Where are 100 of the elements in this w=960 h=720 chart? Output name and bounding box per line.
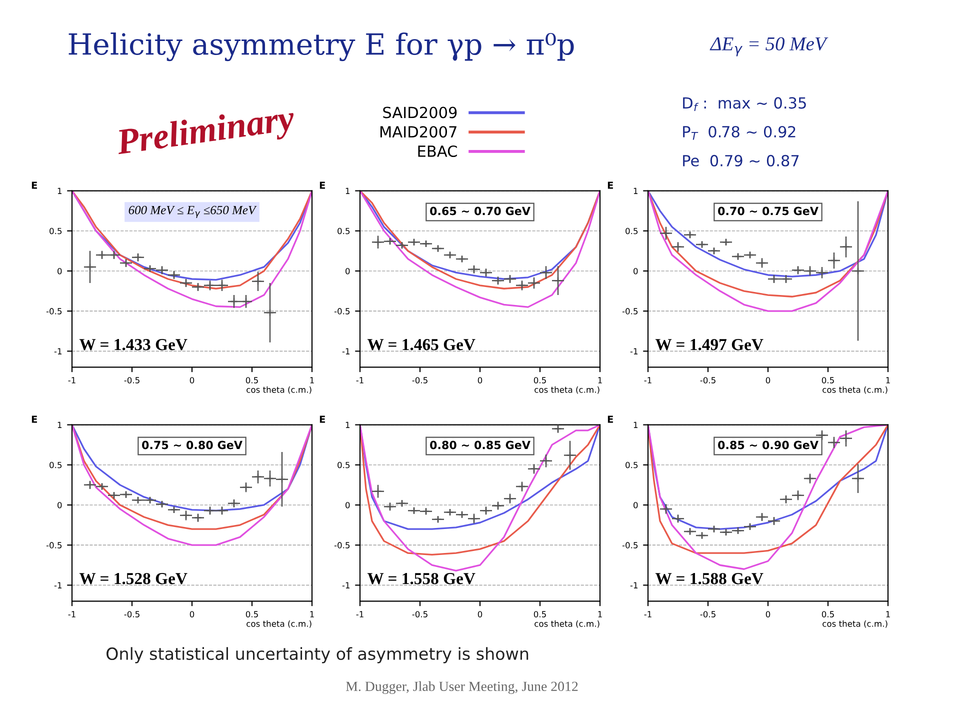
y-axis-title: E bbox=[32, 416, 37, 423]
point bbox=[122, 259, 130, 267]
x-axis-title: cos theta (c.m.) bbox=[534, 620, 600, 628]
y-tick-label: 0.5 bbox=[338, 462, 350, 468]
y-tick-label: 1 bbox=[634, 422, 638, 428]
x-tick-label: 1 bbox=[598, 611, 602, 618]
x-tick-label: 0 bbox=[766, 611, 770, 618]
point bbox=[662, 505, 670, 513]
point bbox=[470, 514, 478, 522]
y-tick-label: 0.5 bbox=[338, 228, 350, 234]
x-tick-label: -0.5 bbox=[700, 377, 716, 384]
x-tick-label: 0 bbox=[766, 377, 770, 384]
y-axis-title: E bbox=[608, 182, 613, 189]
x-tick-label: -0.5 bbox=[700, 611, 716, 618]
y-tick-label: 0.5 bbox=[626, 228, 638, 234]
y-tick-label: 0.5 bbox=[50, 228, 62, 234]
y-tick-label: 0.5 bbox=[50, 462, 62, 468]
y-tick-label: 0 bbox=[346, 502, 350, 508]
point bbox=[86, 263, 94, 271]
y-tick-label: 1 bbox=[346, 422, 350, 428]
point bbox=[170, 506, 178, 514]
x-tick-label: -0.5 bbox=[412, 611, 428, 618]
point bbox=[662, 229, 670, 238]
point bbox=[830, 256, 838, 264]
y-tick-label: 0 bbox=[634, 502, 638, 508]
text: 0.75 ~ 0.80 GeV bbox=[142, 440, 242, 450]
point bbox=[230, 499, 238, 508]
point bbox=[758, 513, 766, 521]
x-tick-label: -1 bbox=[644, 611, 652, 618]
y-tick-label: -1 bbox=[342, 582, 350, 588]
annotation: W = 1.528 GeV bbox=[79, 572, 188, 584]
y-tick-label: -0.5 bbox=[622, 542, 638, 548]
point bbox=[854, 474, 862, 482]
x-tick-label: 0 bbox=[478, 611, 482, 618]
point bbox=[794, 491, 802, 500]
point bbox=[746, 522, 754, 531]
point bbox=[806, 474, 814, 482]
x-axis-title: cos theta (c.m.) bbox=[246, 620, 312, 628]
legend-label: EBAC bbox=[418, 145, 457, 157]
point bbox=[722, 238, 730, 246]
text: ΔE$_{γ}$ = 50 MeV bbox=[710, 37, 828, 56]
x-tick-label: 0 bbox=[190, 611, 194, 618]
y-axis-title: E bbox=[32, 182, 37, 189]
point bbox=[686, 231, 694, 239]
point bbox=[518, 482, 526, 490]
point bbox=[782, 495, 790, 504]
point bbox=[542, 268, 550, 276]
y-tick-label: 0.5 bbox=[626, 462, 638, 468]
point bbox=[818, 431, 826, 440]
point bbox=[170, 271, 178, 279]
point bbox=[842, 243, 850, 251]
point bbox=[758, 259, 766, 267]
y-tick-label: -0.5 bbox=[622, 308, 638, 314]
legend-label: SAID2009 bbox=[383, 106, 457, 118]
x-tick-label: 1 bbox=[598, 377, 602, 384]
x-tick-label: 1 bbox=[310, 377, 314, 384]
x-tick-label: 0.5 bbox=[822, 611, 834, 618]
point bbox=[242, 483, 250, 492]
point bbox=[710, 247, 718, 255]
y-tick-label: 0 bbox=[58, 268, 62, 274]
annotation: W = 1.588 GeV bbox=[655, 572, 764, 584]
point bbox=[158, 500, 166, 508]
x-axis-title: cos theta (c.m.) bbox=[822, 386, 888, 394]
y-tick-label: 1 bbox=[58, 188, 62, 194]
point bbox=[698, 532, 706, 540]
legend-label: MAID2007 bbox=[380, 126, 456, 138]
x-tick-label: 1 bbox=[886, 377, 890, 384]
y-tick-label: 1 bbox=[58, 422, 62, 428]
point bbox=[674, 243, 682, 251]
annotation: W = 1.465 GeV bbox=[367, 339, 476, 350]
point bbox=[482, 506, 490, 514]
x-axis-title: cos theta (c.m.) bbox=[246, 386, 312, 394]
text: 0.80 ~ 0.85 GeV bbox=[430, 440, 530, 450]
y-tick-label: -1 bbox=[54, 348, 62, 354]
point bbox=[494, 502, 502, 510]
y-axis-title: E bbox=[608, 416, 613, 423]
x-tick-label: 0.5 bbox=[246, 377, 258, 384]
y-tick-label: 1 bbox=[346, 188, 350, 194]
y-tick-label: 1 bbox=[634, 188, 638, 194]
point bbox=[134, 253, 142, 262]
point bbox=[434, 516, 442, 524]
y-tick-label: 0 bbox=[634, 268, 638, 274]
y-tick-label: -0.5 bbox=[46, 542, 62, 548]
point bbox=[770, 517, 778, 525]
y-tick-label: 0 bbox=[58, 502, 62, 508]
x-tick-label: 1 bbox=[310, 611, 314, 618]
text: 600 MeV ≤ E$_{γ}$ ≤650 MeV bbox=[128, 206, 257, 218]
point bbox=[506, 494, 514, 502]
point bbox=[254, 278, 262, 286]
text: D$_{f}$ : max ~ 0.35 bbox=[683, 97, 806, 112]
x-tick-label: -1 bbox=[68, 611, 76, 618]
x-tick-label: -1 bbox=[356, 611, 364, 618]
x-tick-label: 0.5 bbox=[822, 377, 834, 384]
y-tick-label: -0.5 bbox=[334, 308, 350, 314]
annotation: W = 1.433 GeV bbox=[79, 339, 188, 350]
point bbox=[842, 434, 850, 442]
annotation: W = 1.558 GeV bbox=[367, 572, 476, 584]
y-axis-title: E bbox=[320, 416, 325, 423]
text: Preliminary bbox=[115, 104, 297, 162]
x-tick-label: 0.5 bbox=[534, 377, 546, 384]
